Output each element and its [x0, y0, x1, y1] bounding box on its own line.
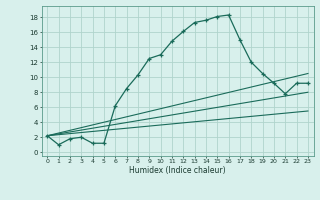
X-axis label: Humidex (Indice chaleur): Humidex (Indice chaleur)	[129, 166, 226, 175]
